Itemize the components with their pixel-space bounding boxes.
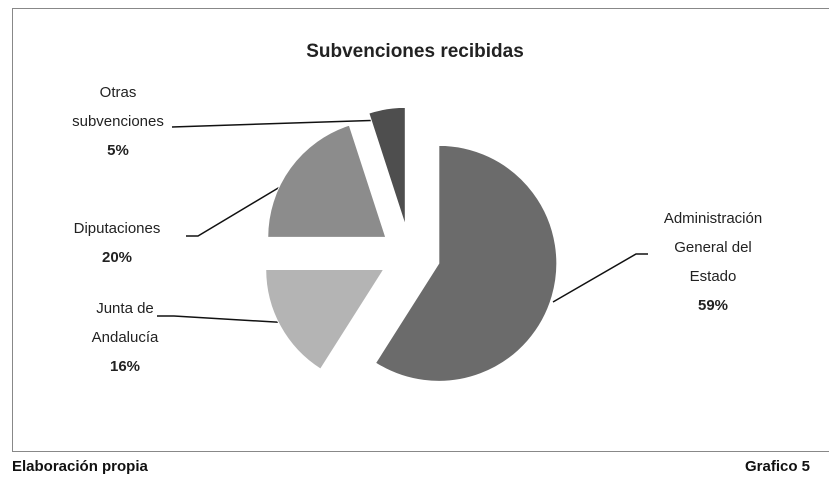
leader-line <box>157 315 326 326</box>
pie-slice <box>368 106 406 226</box>
leader-line <box>186 171 306 237</box>
pie-slice <box>267 124 387 238</box>
pie-slice <box>374 144 558 382</box>
pie-slice <box>265 268 385 370</box>
slice-percent: 5% <box>107 142 129 159</box>
leader-line <box>552 253 648 303</box>
slice-name: Junta de Andalucía <box>91 300 159 346</box>
slice-name: Diputaciones <box>73 220 161 237</box>
slice-percent: 59% <box>697 297 729 314</box>
slice-percent: 16% <box>109 358 141 375</box>
slice-label: Junta de Andalucía 16% <box>85 294 165 381</box>
footer-right: Grafico 5 <box>745 458 811 475</box>
slice-percent: 20% <box>101 249 133 266</box>
slice-label: Diputaciones 20% <box>57 214 177 272</box>
slice-name: Administración General del Estado <box>663 210 763 285</box>
slice-name: Otras subvenciones <box>72 84 164 130</box>
slice-label: Otras subvenciones 5% <box>68 78 168 165</box>
slice-label: Administración General del Estado 59% <box>658 204 768 320</box>
leader-line <box>171 119 386 128</box>
footer-left: Elaboración propia <box>12 458 148 475</box>
leader-lines <box>157 119 648 326</box>
chart-title: Subvenciones recibidas <box>306 41 524 62</box>
